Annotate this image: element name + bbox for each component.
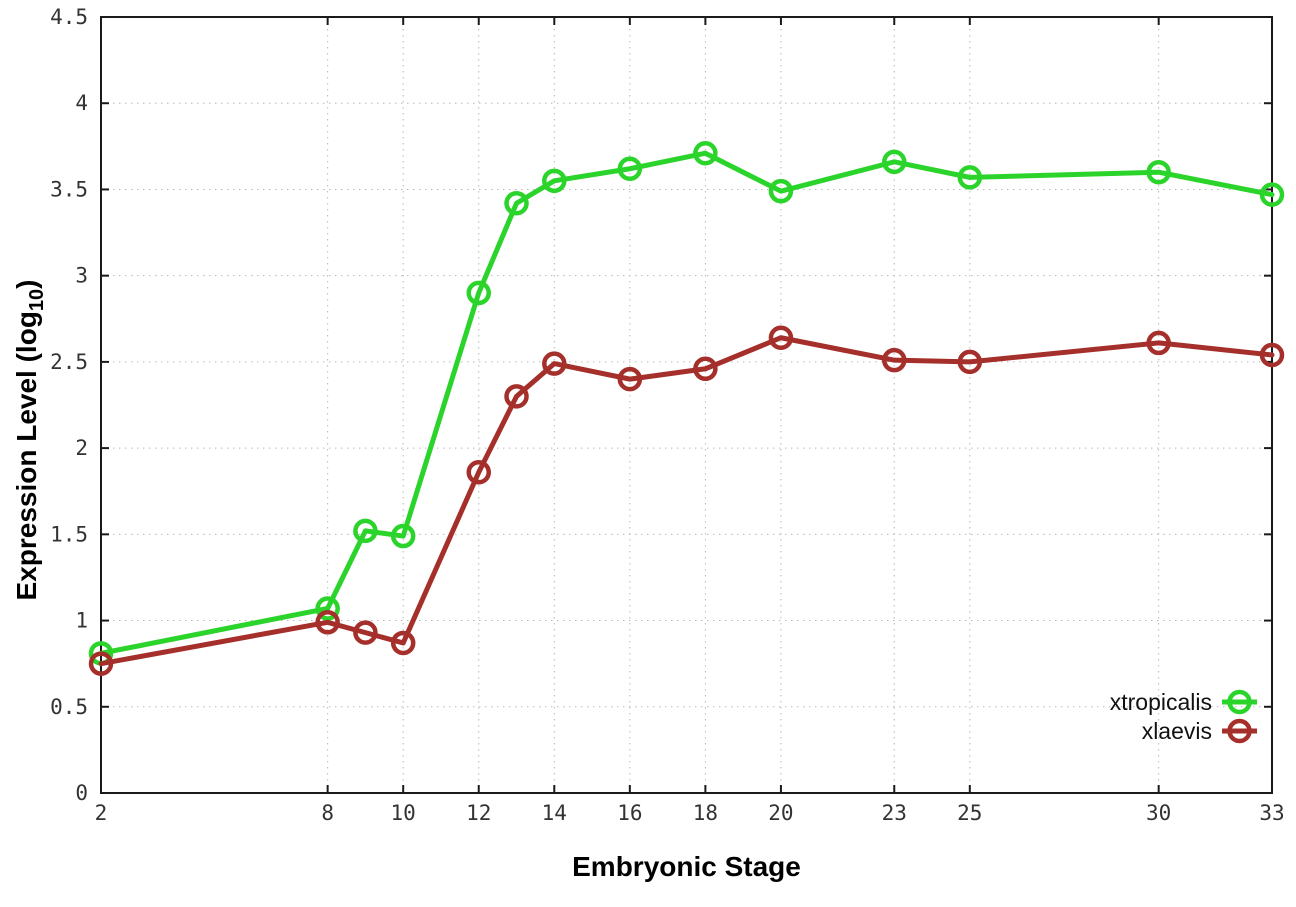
data-point-xlaevis bbox=[957, 349, 983, 375]
data-point-xtropicalis bbox=[353, 518, 378, 544]
x-tick-label: 25 bbox=[957, 801, 982, 825]
data-point-xtropicalis bbox=[957, 165, 983, 190]
series-xtropicalis bbox=[88, 140, 1285, 666]
data-point-xtropicalis bbox=[768, 178, 794, 204]
y-tick-label: 4 bbox=[75, 91, 88, 115]
y-tick-label: 2 bbox=[75, 436, 88, 460]
y-tick-label: 0.5 bbox=[50, 695, 88, 719]
x-tick-label: 33 bbox=[1259, 801, 1284, 825]
data-point-xlaevis bbox=[353, 620, 378, 645]
data-point-xtropicalis bbox=[617, 156, 643, 182]
data-point-xlaevis bbox=[768, 325, 794, 350]
data-point-xtropicalis bbox=[693, 140, 718, 166]
x-tick-label: 14 bbox=[542, 801, 567, 825]
data-point-xlaevis bbox=[466, 460, 491, 485]
legend-sample-marker-xlaevis bbox=[1227, 718, 1252, 744]
x-tick-label: 30 bbox=[1146, 801, 1171, 825]
x-tick-label: 2 bbox=[95, 801, 108, 825]
data-point-xtropicalis bbox=[390, 523, 416, 549]
data-point-xtropicalis bbox=[882, 149, 907, 175]
series-line-xtropicalis bbox=[98, 150, 1275, 656]
y-axis-title: Expression Level (log10) bbox=[11, 280, 48, 601]
y-tick-label: 2.5 bbox=[50, 350, 88, 374]
y-tick-label: 1 bbox=[75, 609, 88, 633]
legend-sample-marker-xtropicalis bbox=[1227, 689, 1252, 715]
axis-ticks bbox=[100, 16, 1273, 794]
x-tick-label: 12 bbox=[466, 801, 491, 825]
data-point-xlaevis bbox=[1146, 330, 1171, 356]
data-point-xtropicalis bbox=[466, 280, 491, 306]
x-axis-title: Embryonic Stage bbox=[572, 851, 801, 882]
x-tick-label: 10 bbox=[391, 801, 416, 825]
x-tick-label: 8 bbox=[321, 801, 334, 825]
y-tick-label: 0 bbox=[75, 781, 88, 805]
data-point-xlaevis bbox=[882, 347, 907, 373]
data-point-xlaevis bbox=[504, 384, 529, 409]
y-tick-label: 3 bbox=[75, 264, 88, 288]
y-tick-label: 1.5 bbox=[50, 522, 88, 546]
legend-label-xtropicalis: xtropicalis bbox=[1110, 689, 1212, 715]
data-point-xlaevis bbox=[1259, 342, 1285, 368]
y-tick-label: 4.5 bbox=[50, 5, 88, 29]
y-tick-label: 3.5 bbox=[50, 177, 88, 201]
plot-border bbox=[100, 16, 1273, 794]
legend: xtropicalis xlaevis bbox=[1110, 689, 1257, 744]
data-point-xlaevis bbox=[88, 651, 114, 676]
data-point-xtropicalis bbox=[1259, 182, 1285, 207]
data-point-xtropicalis bbox=[315, 596, 340, 621]
x-tick-label: 20 bbox=[768, 801, 793, 825]
data-point-xlaevis bbox=[542, 351, 567, 376]
data-point-xtropicalis bbox=[542, 168, 567, 194]
series-line-xlaevis bbox=[98, 335, 1275, 667]
grid-lines bbox=[100, 16, 1273, 794]
x-tick-label: 16 bbox=[617, 801, 642, 825]
data-point-xlaevis bbox=[315, 610, 340, 635]
x-tick-label: 23 bbox=[882, 801, 907, 825]
data-point-xtropicalis bbox=[1146, 159, 1171, 185]
series-xlaevis bbox=[88, 325, 1285, 676]
legend-label-xlaevis: xlaevis bbox=[1142, 718, 1212, 744]
data-point-xlaevis bbox=[390, 630, 416, 656]
x-tick-label: 18 bbox=[693, 801, 718, 825]
data-point-xlaevis bbox=[617, 366, 643, 392]
data-point-xlaevis bbox=[693, 356, 718, 382]
tick-labels: 2 8 10 12 14 16 18 20 23 25 30 33 0 0.5 1 1.5 2 2.5 3 3.5 4 4… bbox=[50, 5, 1285, 825]
data-point-xtropicalis bbox=[504, 190, 529, 216]
